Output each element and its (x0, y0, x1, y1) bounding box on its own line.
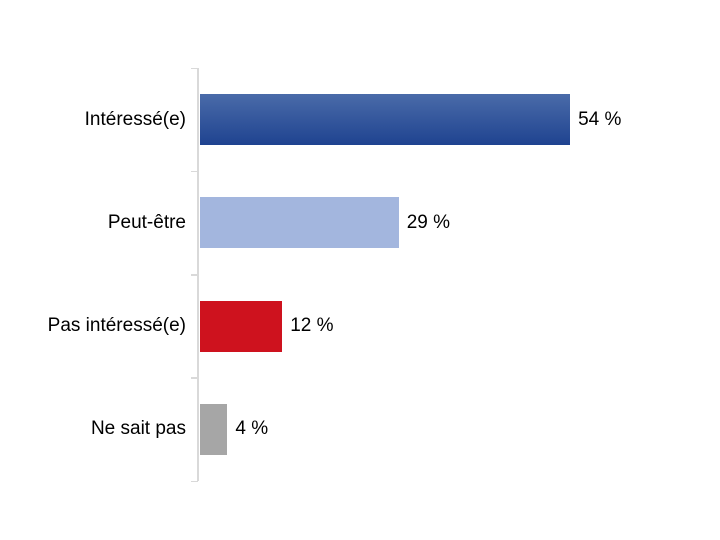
y-axis-tick (191, 480, 198, 482)
y-axis-tick (191, 67, 198, 69)
bar (200, 300, 283, 352)
bar (200, 94, 571, 146)
y-axis-tick (191, 170, 198, 173)
value-label: 54 % (578, 108, 622, 130)
category-label: Pas intéressé(e) (47, 315, 186, 337)
category-label: Ne sait pas (90, 418, 186, 440)
value-label: 4 % (235, 418, 269, 440)
bar (200, 197, 399, 249)
value-label: 29 % (406, 211, 451, 233)
value-label: 12 % (290, 315, 334, 337)
y-axis-tick (191, 377, 198, 379)
category-label: Intéressé(e) (84, 108, 186, 130)
bar (200, 403, 228, 455)
category-label: Peut-être (107, 211, 186, 233)
y-axis-tick (191, 274, 198, 276)
